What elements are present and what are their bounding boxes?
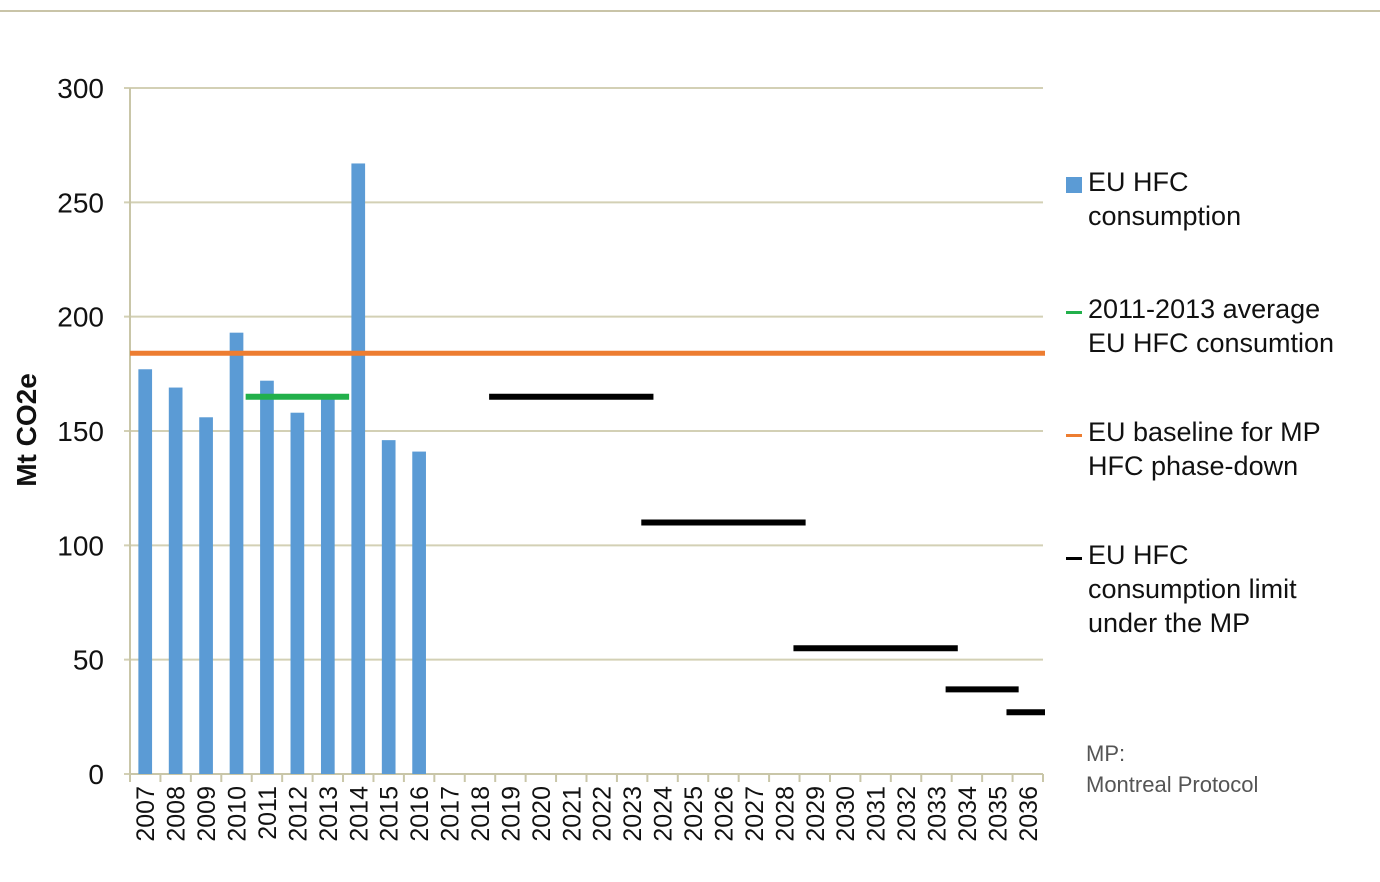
y-tick-label-50: 50 <box>73 645 104 676</box>
bars <box>138 163 426 774</box>
x-tick-label-2010: 2010 <box>224 786 252 842</box>
x-tick-label-2015: 2015 <box>376 786 404 842</box>
x-tick-label-2023: 2023 <box>619 786 647 842</box>
x-tick-label-2036: 2036 <box>1015 786 1043 842</box>
x-tick-label-2011: 2011 <box>254 786 282 840</box>
x-tick-label-2030: 2030 <box>832 786 860 842</box>
x-tick-label-2031: 2031 <box>863 786 891 842</box>
y-tick-label-300: 300 <box>57 73 104 104</box>
x-tick-label-2024: 2024 <box>650 786 678 842</box>
x-tick-label-2020: 2020 <box>528 786 556 842</box>
bar-2010 <box>229 332 244 774</box>
y-tick-label-200: 200 <box>57 302 104 333</box>
y-axis-title: Mt CO2e <box>11 373 42 487</box>
x-tick-label-2028: 2028 <box>771 786 799 842</box>
x-tick-label-2016: 2016 <box>406 786 434 842</box>
bar-2011 <box>260 380 274 774</box>
legend-swatch <box>1066 177 1082 193</box>
x-tick-label-2018: 2018 <box>467 786 495 842</box>
y-axis-ticks: 0 50 100 150 200 250 300 <box>57 73 104 790</box>
bar-2015 <box>381 440 396 774</box>
legend-label: EU HFC consumption limit under the MP <box>1088 540 1297 638</box>
top-rule <box>0 10 1380 12</box>
bar-2009 <box>199 417 213 774</box>
x-tick-label-2026: 2026 <box>710 786 738 842</box>
x-tick-label-2014: 2014 <box>345 786 373 842</box>
legend-swatch <box>1066 311 1082 314</box>
x-tick-label-2019: 2019 <box>497 786 525 842</box>
x-tick-label-2025: 2025 <box>680 786 708 842</box>
footnote: MP: Montreal Protocol <box>1086 741 1259 797</box>
bar-2013 <box>320 396 335 774</box>
y-tick-label-150: 150 <box>57 416 104 447</box>
x-tick-label-2013: 2013 <box>315 786 343 842</box>
bar-2014 <box>351 163 366 774</box>
legend-swatch <box>1066 557 1082 560</box>
legend-label: EU baseline for MP HFC phase-down <box>1088 417 1321 481</box>
x-tick-label-2012: 2012 <box>284 786 312 842</box>
x-tick-label-2029: 2029 <box>802 786 830 842</box>
reference-lines <box>130 350 1045 716</box>
x-tick-label-2034: 2034 <box>954 786 982 842</box>
x-tick-label-2007: 2007 <box>132 786 160 842</box>
x-tick-label-2022: 2022 <box>589 786 617 842</box>
y-tick-label-100: 100 <box>57 530 104 561</box>
legend-label: EU HFC consumption <box>1088 167 1242 231</box>
x-tick-label-2021: 2021 <box>558 786 586 842</box>
bar-2012 <box>290 412 305 774</box>
bar-2016 <box>412 451 426 774</box>
x-tick-label-2035: 2035 <box>984 786 1012 842</box>
x-tick-label-2008: 2008 <box>163 786 191 842</box>
x-tick-label-2017: 2017 <box>437 786 465 842</box>
x-tick-label-2009: 2009 <box>193 786 221 842</box>
bar-2008 <box>168 387 183 774</box>
x-tick-label-2032: 2032 <box>893 786 921 842</box>
y-tick-label-0: 0 <box>88 759 104 790</box>
x-tick-label-2027: 2027 <box>741 786 769 842</box>
y-tick-label-250: 250 <box>57 187 104 218</box>
x-tick-label-2033: 2033 <box>923 786 951 842</box>
x-axis-ticks: 2007 2008 2009 2010 2011 2012 2013 2014 2015 2016… <box>129 774 1044 842</box>
legend-swatch <box>1066 434 1082 437</box>
legend-label: 2011-2013 average EU HFC consumtion <box>1088 294 1335 358</box>
bar-2007 <box>138 369 153 774</box>
